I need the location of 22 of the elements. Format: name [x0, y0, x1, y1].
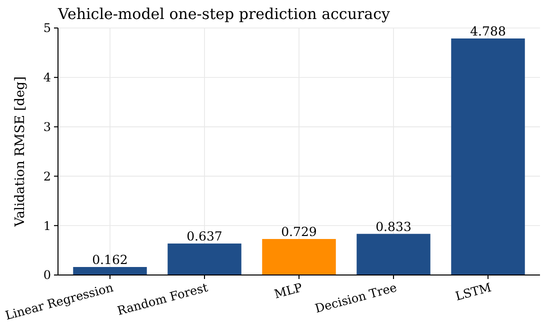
data-label: 0.729	[281, 224, 317, 239]
y-tick-label: 2	[43, 169, 51, 184]
y-tick-label: 1	[43, 218, 51, 233]
y-tick-label: 5	[43, 21, 51, 36]
bar	[451, 38, 525, 275]
data-label: 0.637	[186, 228, 222, 244]
y-tick-label: 3	[43, 120, 51, 134]
bar	[168, 244, 242, 275]
data-label: 4.788	[470, 23, 506, 38]
x-tick-label: MLP	[272, 280, 304, 302]
y-axis-title: Validation RMSE [deg]	[13, 76, 28, 228]
x-tick-label: Random Forest	[116, 280, 210, 318]
y-tick-label: 0	[43, 268, 51, 282]
bar	[356, 234, 430, 275]
bar	[73, 266, 147, 275]
data-label: 0.162	[92, 252, 128, 267]
chart-title: Vehicle-model one-step prediction accuracy	[57, 5, 390, 23]
data-label: 0.833	[376, 218, 412, 234]
bar	[262, 238, 336, 275]
x-tick-label: LSTM	[454, 280, 493, 304]
y-tick-label: 4	[43, 70, 52, 85]
x-tick-label: Decision Tree	[314, 280, 398, 316]
